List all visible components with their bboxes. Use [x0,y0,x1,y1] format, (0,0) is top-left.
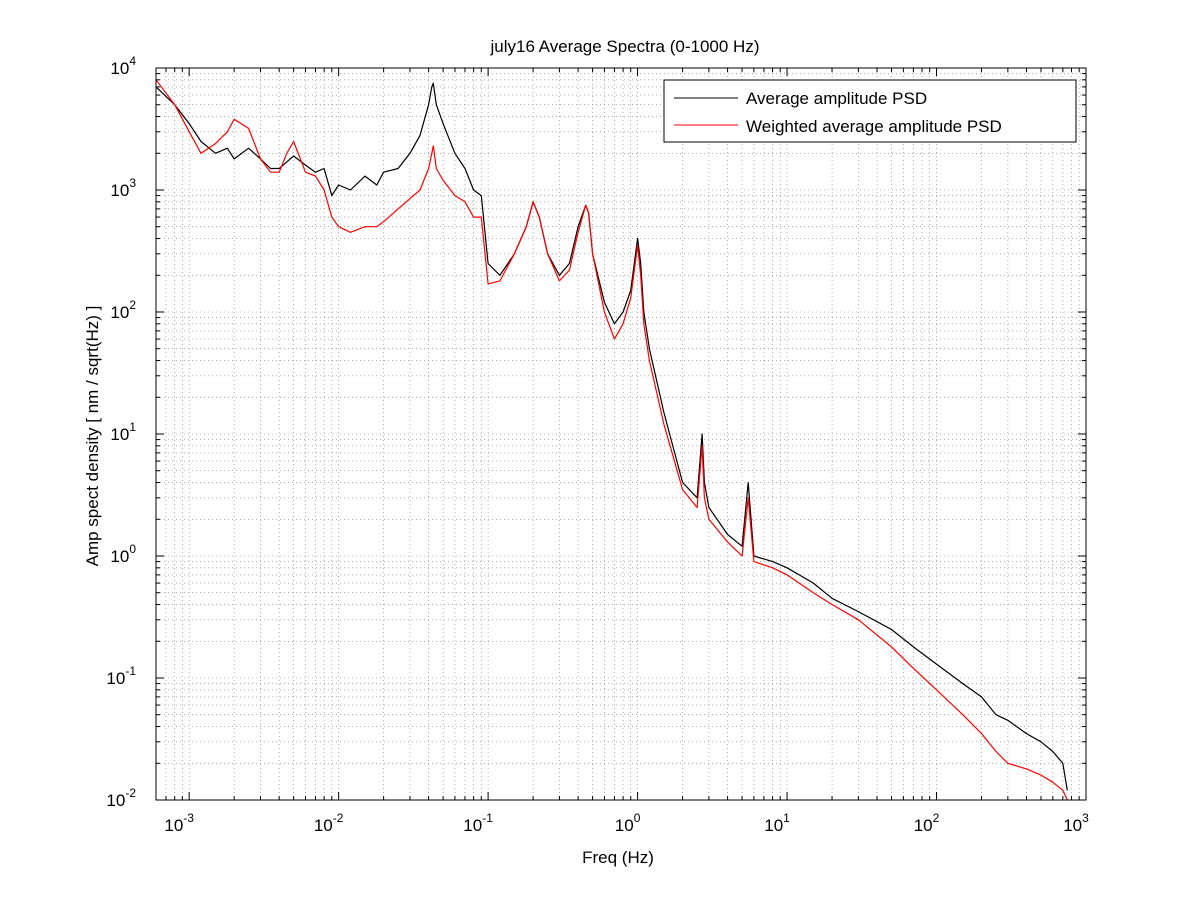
y-tick-label-base: 10 [110,425,129,444]
x-tick-label: 103 [1063,811,1089,835]
x-tick-label: 10-1 [463,811,493,835]
y-tick-label: 104 [110,54,136,78]
x-tick-label-exponent: 1 [783,811,790,825]
x-tick-label: 10-3 [164,811,194,835]
x-tick-label-base: 10 [1063,816,1082,835]
legend-label-weighted: Weighted average amplitude PSD [746,117,1002,136]
series-line-average [156,82,1068,791]
y-tick-label-base: 10 [106,791,125,810]
y-tick-label-base: 10 [106,669,125,688]
legend-box [663,79,1077,143]
x-tick-label-base: 10 [164,816,183,835]
y-tick-label-exponent: 2 [129,298,136,312]
x-tick-label: 10-2 [314,811,344,835]
y-tick-label-base: 10 [110,303,129,322]
y-tick-label-base: 10 [110,59,129,78]
tick-marks [155,67,1087,801]
y-tick-label-exponent: 1 [129,420,136,434]
series-line-weighted [156,79,1068,800]
x-tick-label-base: 10 [914,816,933,835]
y-tick-label: 102 [110,298,136,322]
legend: Average amplitude PSD Weighted average a… [663,79,1077,143]
grid [155,68,1086,800]
x-tick-label-base: 10 [314,816,333,835]
legend-label-average: Average amplitude PSD [746,89,927,108]
y-tick-label-exponent: -1 [125,664,136,678]
x-tick-label-base: 10 [764,816,783,835]
y-tick-label: 101 [110,420,136,444]
y-tick-label-base: 10 [110,547,129,566]
chart-title: july16 Average Spectra (0-1000 Hz) [489,37,759,56]
x-axis-title: Freq (Hz) [582,848,654,867]
y-tick-label-exponent: 3 [129,176,136,190]
x-tick-label-exponent: 2 [933,811,940,825]
y-tick-label: 10-2 [106,786,136,810]
x-tick-label: 100 [615,811,641,835]
tick-labels: 10-3 10-2 10-1 100 101 102 10310-210-110010110… [106,54,1089,835]
x-tick-label-exponent: 3 [1082,811,1089,825]
x-tick-label: 102 [914,811,940,835]
y-tick-label: 10-1 [106,664,136,688]
x-tick-label-exponent: 0 [634,811,641,825]
y-tick-label-exponent: 0 [129,542,136,556]
x-tick-label-exponent: -3 [183,811,194,825]
y-axis-title: Amp spect density [ nm / sqrt(Hz) ] [83,306,102,567]
y-tick-label: 103 [110,176,136,200]
x-tick-label-exponent: -2 [333,811,344,825]
x-tick-label: 101 [764,811,790,835]
series-layer [156,79,1068,800]
y-tick-label-exponent: 4 [129,54,136,68]
y-tick-label-base: 10 [110,181,129,200]
y-tick-label: 100 [110,542,136,566]
x-tick-label-exponent: -1 [482,811,493,825]
y-tick-label-exponent: -2 [125,786,136,800]
x-tick-label-base: 10 [615,816,634,835]
x-tick-label-base: 10 [463,816,482,835]
